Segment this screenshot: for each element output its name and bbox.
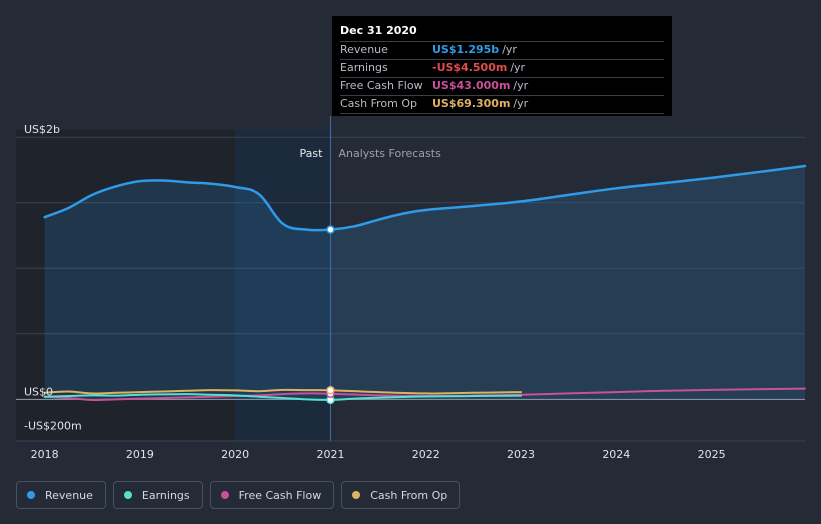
tooltip-label: Earnings [340, 61, 388, 74]
tooltip-value: US$43.000m [432, 79, 511, 92]
tooltip-bottom-rule [340, 113, 664, 131]
tooltip-label: Cash From Op [340, 97, 418, 110]
tooltip-unit: /yr [513, 97, 529, 110]
tooltip-label: Free Cash Flow [340, 79, 423, 92]
x-tick-label: 2018 [31, 448, 59, 461]
legend-dot-revenue [27, 491, 35, 499]
x-tick-label: 2025 [698, 448, 726, 461]
revenue-area [44, 166, 805, 400]
legend-label: Free Cash Flow [238, 488, 322, 502]
y-tick-label: US$0 [24, 385, 53, 398]
free-cash-flow-line [43, 387, 806, 402]
tooltip-date: Dec 31 2020 [340, 24, 417, 37]
x-tick-label: 2019 [126, 448, 154, 461]
legend-label: Earnings [141, 488, 190, 502]
legend-item-cash-from-op[interactable]: Cash From Op [341, 481, 461, 509]
revenue-marker [326, 225, 335, 234]
legend-dot-cash-from-op [352, 491, 361, 499]
legend-dot-earnings [123, 491, 132, 499]
tooltip-value: US$69.300m [432, 97, 511, 110]
legend-dot-free-cash-flow [220, 491, 229, 499]
tooltip-label: Revenue [340, 43, 388, 56]
data-tooltip: Dec 31 2020 Revenue US$1.295b /yr Earnin… [332, 16, 672, 116]
legend-item-earnings[interactable]: Earnings [112, 481, 203, 509]
tooltip-value: US$1.295b [432, 43, 500, 56]
x-tick-label: 2022 [412, 448, 440, 461]
legend-item-free-cash-flow[interactable]: Free Cash Flow [209, 481, 335, 509]
tooltip-value: -US$4.500m [432, 61, 508, 74]
chart-legend: Revenue Earnings Free Cash Flow Cash Fro… [16, 481, 461, 509]
tooltip-row-earnings: Earnings -US$4.500m /yr [340, 59, 664, 77]
tooltip-unit: /yr [513, 79, 529, 92]
cash-from-op-marker [326, 385, 335, 395]
tooltip-row-free-cash-flow: Free Cash Flow US$43.000m /yr [340, 77, 664, 95]
earnings-line [43, 393, 523, 401]
y-tick-label: -US$200m [24, 420, 82, 433]
x-tick-label: 2021 [316, 448, 344, 461]
tooltip-unit: /yr [510, 61, 526, 74]
legend-item-revenue[interactable]: Revenue [16, 481, 106, 509]
y-tick-label: US$2b [24, 123, 60, 136]
forecast-label: Analysts Forecasts [338, 147, 441, 160]
x-tick-label: 2020 [221, 448, 249, 461]
legend-label: Revenue [45, 488, 93, 502]
tooltip-row-cash-from-op: Cash From Op US$69.300m /yr [340, 95, 664, 113]
tooltip-row-revenue: Revenue US$1.295b /yr [340, 41, 664, 59]
past-label: Past [300, 147, 324, 160]
x-tick-label: 2023 [507, 448, 535, 461]
x-tick-label: 2024 [602, 448, 630, 461]
cash-from-op-line [43, 388, 523, 395]
tooltip-unit: /yr [502, 43, 517, 56]
legend-label: Cash From Op [370, 488, 448, 502]
